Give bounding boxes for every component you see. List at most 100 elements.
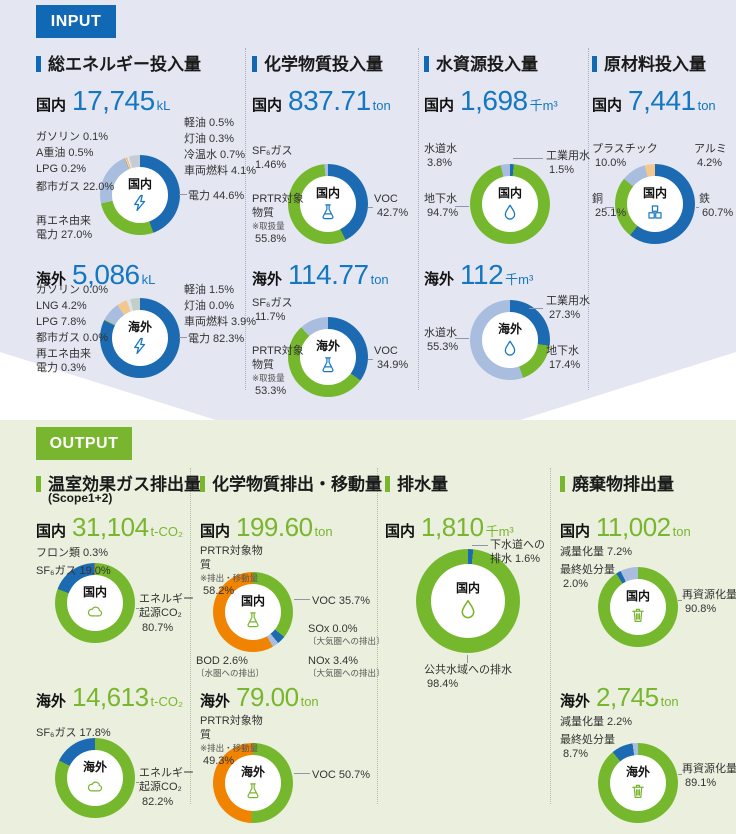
leader-line [472, 545, 488, 546]
title-bullet [36, 56, 41, 72]
slice-label-kerosene: 灯油 0.0% [184, 300, 235, 312]
slice-label-voc: VOC 50.7% [312, 769, 371, 781]
trash-can-icon [632, 608, 644, 622]
slice-label-sox: SOx 0.0% 〔大気圏への排出〕 [308, 623, 385, 647]
title-ghg-output: 温室効果ガス排出量 [36, 470, 201, 495]
donut-center: 国内 [112, 167, 168, 223]
title-energy-input: 総エネルギー投入量 [36, 50, 201, 75]
cloud-icon [87, 781, 103, 792]
title-material-input: 原材料投入量 [592, 50, 706, 75]
donut-center: 国内 [300, 176, 356, 232]
slice-label-kerosene: 灯油 0.3% [184, 133, 235, 145]
title-water-input: 水資源投入量 [424, 50, 538, 75]
donut-chemical-domestic: 国内 [288, 164, 368, 244]
separator [550, 468, 551, 804]
slice-label-electricity: 電力 44.6% [188, 190, 245, 202]
water-drop-icon [461, 599, 475, 618]
donut-center: 海外 [300, 329, 356, 385]
slice-label-renewable-power: 再エネ由来電力 0.3% [36, 348, 91, 375]
donut-center: 海外 [482, 312, 538, 368]
donut-water-overseas: 海外 [470, 300, 550, 380]
donut-waste-domestic: 国内 [598, 567, 678, 647]
slice-label-a-heavy-oil: A重油 0.5% [36, 147, 94, 159]
trash-can-icon [632, 784, 644, 798]
slice-label-recycled: 再資源化量 90.8% [682, 589, 736, 616]
slice-label-volume-reduction: 減量化量 7.2% [560, 546, 633, 558]
donut-center: 国内 [482, 176, 538, 232]
slice-label-lpg: LPG 0.2% [36, 163, 87, 175]
slice-label-prtr: PRTR対象物質 ※排出・移動量 58.2% [200, 545, 263, 597]
title-bullet [560, 476, 565, 492]
flask-icon [247, 611, 259, 627]
value-water-overseas: 海外 112 千m³ [424, 259, 534, 290]
title-bullet [592, 56, 597, 72]
slice-label-groundwater: 地下水 17.4% [546, 345, 581, 372]
separator [190, 468, 191, 804]
slice-label-iron: 鉄 60.7% [699, 193, 734, 220]
slice-label-prtr: PRTR対象物質 ※取扱量 55.8% [252, 193, 304, 245]
slice-label-voc: VOC 35.7% [312, 595, 371, 607]
value-chem-emission-domestic: 国内 199.60 ton [200, 512, 333, 542]
donut-center: 国内 [627, 176, 683, 232]
slice-label-recycled: 再資源化量 89.1% [682, 763, 736, 790]
donut-center: 海外 [112, 310, 168, 366]
slice-label-volume-reduction: 減量化量 2.2% [560, 716, 633, 728]
water-drop-icon [504, 204, 516, 220]
slice-label-aluminum: アルミ 4.2% [694, 143, 727, 170]
slice-label-diesel: 軽油 0.5% [184, 117, 235, 129]
leader-line [368, 359, 373, 360]
slice-label-voc: VOC 42.7% [374, 193, 409, 220]
lightning-icon [134, 337, 146, 354]
slice-label-electricity: 電力 82.3% [188, 333, 245, 345]
value-wastewater-domestic: 国内 1,810 千m³ [385, 512, 514, 542]
value-water-domestic: 国内 1,698 千m³ [424, 85, 558, 116]
slice-label-energy-co2: エネルギー起源CO₂ 82.2% [139, 767, 194, 808]
value-energy-domestic: 国内 17,745 kL [36, 85, 171, 116]
leader-line [136, 608, 139, 609]
slice-label-sf6-gas: SF₆ガス 19.0% [36, 565, 111, 577]
title-bullet [36, 476, 41, 492]
slice-label-groundwater: 地下水 94.7% [424, 193, 459, 220]
slice-label-energy-co2: エネルギー起源CO₂ 80.7% [139, 593, 194, 634]
value-waste-overseas: 海外 2,745 ton [560, 682, 679, 712]
donut-center: 海外 [67, 750, 123, 806]
donut-center: 国内 [225, 584, 281, 640]
slice-label-tap-water: 水道水 55.3% [424, 327, 459, 354]
slice-label-sf6-gas: SF₆ガス 1.46% [252, 145, 293, 172]
donut-ghg-overseas: 海外 [55, 738, 135, 818]
leader-line [678, 774, 682, 775]
donut-waste-overseas: 海外 [598, 743, 678, 823]
slice-label-industrial-water: 工業用水 27.3% [546, 295, 590, 322]
separator [377, 468, 378, 804]
donut-center: 国内 [610, 579, 666, 635]
donut-material-domestic: 国内 [615, 164, 695, 244]
separator [418, 48, 419, 390]
value-energy-overseas: 海外 5,086 kL [36, 259, 156, 290]
slice-label-final-disposal: 最終処分量 8.7% [560, 734, 615, 761]
slice-label-voc: VOC 34.9% [374, 345, 409, 372]
donut-center: 海外 [610, 755, 666, 811]
slice-label-plastic: プラスチック 10.0% [592, 143, 658, 170]
leader-line [529, 308, 543, 309]
title-wastewater-output: 排水量 [385, 470, 448, 495]
slice-label-vehicle-fuel: 車両燃料 4.1% [184, 165, 257, 177]
slice-label-final-disposal: 最終処分量 2.0% [560, 564, 615, 591]
leader-line [368, 207, 373, 208]
slice-label-gasoline: ガソリン 0.1% [36, 131, 109, 143]
slice-label-sf6-gas: SF₆ガス 17.8% [36, 727, 111, 739]
flask-icon [322, 356, 334, 372]
leader-line [513, 158, 543, 159]
ghg-scope-subtitle: (Scope1+2) [48, 491, 113, 505]
slice-label-chilled-water: 冷温水 0.7% [184, 149, 246, 161]
value-chemical-domestic: 国内 837.71 ton [252, 85, 391, 116]
separator [588, 48, 589, 390]
donut-water-domestic: 国内 [470, 164, 550, 244]
leader-line [696, 207, 699, 208]
donut-center: 国内 [67, 575, 123, 631]
slice-label-prtr: PRTR対象物質 ※排出・移動量 49.3% [200, 715, 263, 767]
title-chemical-input: 化学物質投入量 [252, 50, 383, 75]
title-bullet [385, 476, 390, 492]
slice-label-tap-water: 水道水 3.8% [424, 143, 457, 170]
value-chem-emission-overseas: 海外 79.00 ton [200, 682, 319, 712]
leader-line [455, 206, 469, 207]
